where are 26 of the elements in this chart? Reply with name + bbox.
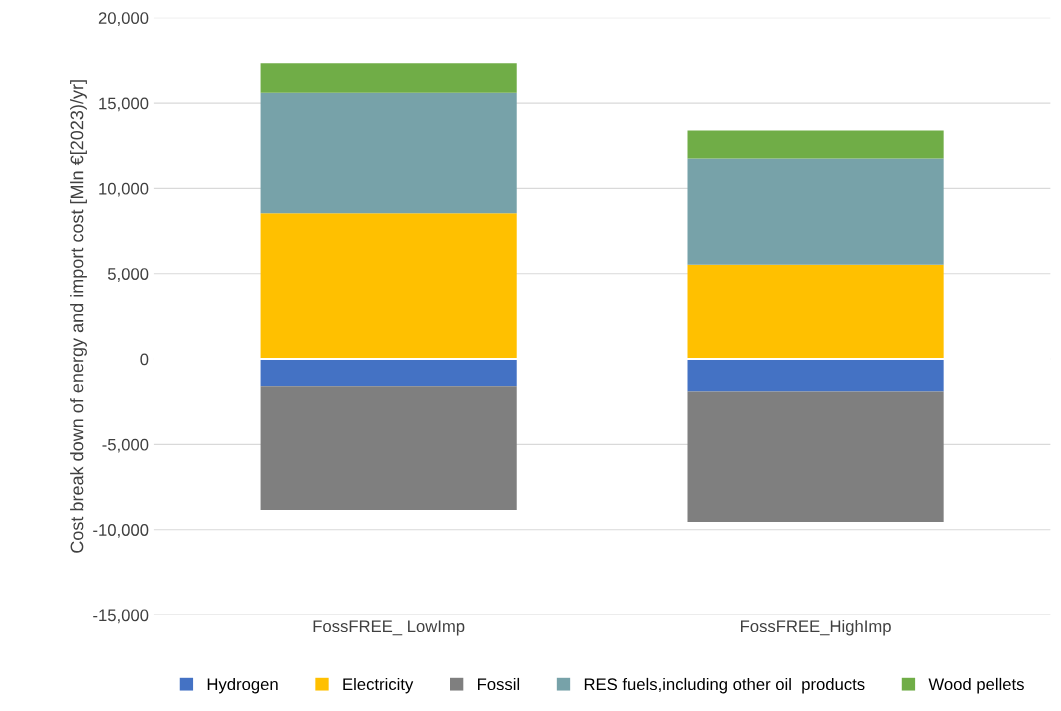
y-tick-label: 0 <box>140 353 149 366</box>
bar <box>687 264 944 360</box>
legend-label: Wood pellets <box>928 677 1024 694</box>
y-tick-label: 15,000 <box>99 97 149 112</box>
legend-label: RES fuels,including other oil products <box>584 677 865 694</box>
bar <box>687 359 944 392</box>
bar <box>260 63 517 93</box>
bar <box>260 213 517 360</box>
y-tick-label: -5,000 <box>102 438 149 453</box>
bar <box>260 359 517 387</box>
y-tick-label: -10,000 <box>93 524 149 538</box>
x-tick-label: FossFREE_HighImp <box>741 619 891 636</box>
y-tick-label: 5,000 <box>107 268 149 282</box>
legend-label: Fossil <box>478 677 520 691</box>
bar <box>260 386 517 511</box>
x-tick-label: FossFREE_ LowImp <box>313 620 465 636</box>
bar <box>687 391 944 523</box>
y-tick-label: 20,000 <box>98 12 149 26</box>
legend-label: Electricity <box>343 677 414 694</box>
y-tick-label: -15,000 <box>93 609 149 624</box>
bar <box>687 130 944 159</box>
y-axis-title: Cost break down of energy and import cost [Mln €[2023)/yr] <box>70 80 87 553</box>
bar <box>260 92 517 214</box>
legend-label: Hydrogen <box>207 677 278 694</box>
y-tick-label: 10,000 <box>99 182 149 197</box>
bar <box>687 158 944 265</box>
